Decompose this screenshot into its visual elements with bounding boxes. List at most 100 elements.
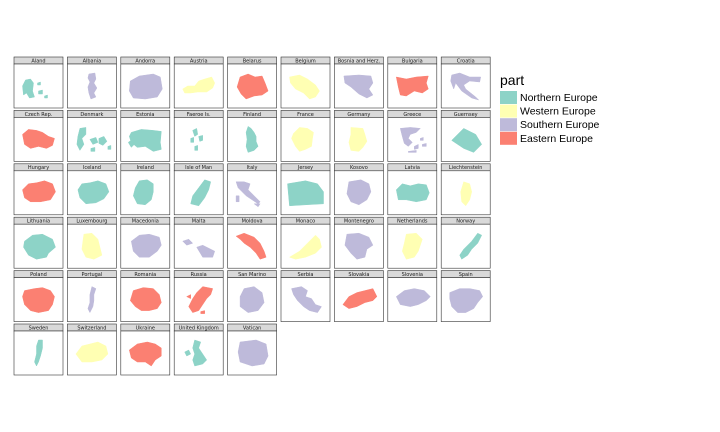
country-shape <box>130 287 162 311</box>
country-polygon <box>236 73 269 100</box>
country-shape <box>291 286 322 313</box>
country-polygon <box>107 145 112 150</box>
facet-label: Norway <box>456 219 475 225</box>
facet-panel: Iceland <box>67 163 117 216</box>
country-polygon <box>77 180 110 205</box>
legend-label: Western Europe <box>520 106 596 118</box>
facet-panel: Romania <box>120 270 171 322</box>
facet-label: United Kingdom <box>179 325 219 331</box>
facet-label: Guernsey <box>454 112 478 118</box>
facet-plot-area <box>387 223 438 269</box>
facet-label: Russia <box>191 272 207 278</box>
facet-panel: Isle of Man <box>173 163 224 216</box>
country-shape <box>396 75 429 97</box>
facet-panel: France <box>280 110 331 162</box>
facet-panel: Hungary <box>13 163 64 216</box>
facet-label: Ireland <box>137 165 154 171</box>
legend-swatch <box>500 91 517 104</box>
country-shape <box>87 286 97 313</box>
country-shape <box>131 233 162 258</box>
country-shape <box>34 339 43 367</box>
country-polygon <box>235 232 267 260</box>
facet-panel: Portugal <box>67 270 117 322</box>
country-shape <box>451 128 482 153</box>
facet-label: Sweden <box>29 325 49 331</box>
facet-panel: Belgium <box>280 56 331 109</box>
country-polygon <box>89 137 99 145</box>
facet-plot-area <box>173 223 224 269</box>
country-polygon <box>75 341 109 363</box>
country-shape <box>287 180 324 207</box>
facet-label: Macedonia <box>132 219 159 225</box>
country-polygon <box>200 310 205 314</box>
country-shape <box>346 179 372 206</box>
country-polygon <box>196 244 215 258</box>
facet-label: Albania <box>83 58 102 64</box>
facet-panel: Moldova <box>227 216 277 269</box>
country-polygon <box>44 94 48 99</box>
country-shape <box>400 127 427 153</box>
facet-label: Poland <box>30 272 47 278</box>
country-polygon <box>81 232 103 260</box>
facet-panel: Croatia <box>440 56 491 109</box>
facet-label: Iceland <box>83 165 101 171</box>
facet-panel: Finland <box>227 110 277 162</box>
country-polygon <box>291 127 314 152</box>
country-polygon <box>184 349 191 357</box>
legend-label: Southern Europe <box>520 119 600 131</box>
facet-label: Vatican <box>243 325 261 331</box>
facet-plot-area <box>173 117 224 162</box>
country-polygon <box>22 287 55 313</box>
country-shape <box>22 129 55 149</box>
facet-panel: Albania <box>67 56 117 109</box>
facet-panel: Poland <box>13 270 64 322</box>
country-polygon <box>192 128 198 137</box>
facet-label: Estonia <box>136 112 154 118</box>
country-polygon <box>289 74 320 100</box>
country-polygon <box>182 238 193 246</box>
country-shape <box>236 73 269 100</box>
facet-panel: Malta <box>173 216 224 269</box>
facet-label: Spain <box>459 272 473 278</box>
legend: part Northern Europe Western EuropeSouthe… <box>500 72 600 145</box>
facet-label: Hungary <box>28 165 49 171</box>
facet-label: Finland <box>243 112 261 118</box>
facet-panel: Latvia <box>387 163 438 216</box>
country-polygon <box>343 74 374 99</box>
country-shape <box>449 288 483 313</box>
country-shape <box>289 74 320 100</box>
facet-panel: Monaco <box>280 216 331 269</box>
country-shape <box>22 287 55 313</box>
facet-label: Portugal <box>82 272 103 278</box>
facet-plot-area <box>334 117 384 162</box>
facet-panel: Switzerland <box>67 323 117 376</box>
country-shape <box>396 183 430 203</box>
country-polygon <box>129 73 163 100</box>
country-shape <box>239 286 265 313</box>
facet-panel: Ireland <box>120 163 171 216</box>
country-shape <box>182 76 215 94</box>
facet-panel: Czech Rep. <box>13 110 64 162</box>
country-polygon <box>414 144 419 150</box>
country-polygon <box>38 89 43 95</box>
facet-label: Faeroe Is. <box>187 112 211 118</box>
facet-panel: Norway <box>440 216 491 269</box>
country-shape <box>77 180 110 205</box>
country-shape <box>75 341 109 363</box>
country-polygon <box>87 72 98 100</box>
country-polygon <box>237 339 269 367</box>
facet-panel: Russia <box>173 270 224 322</box>
country-polygon <box>400 127 421 147</box>
country-polygon <box>133 179 154 206</box>
country-polygon <box>422 143 427 147</box>
country-polygon <box>22 129 55 149</box>
facet-plot-area <box>227 330 277 376</box>
country-polygon <box>289 234 322 260</box>
facet-label: Netherlands <box>397 219 428 225</box>
country-polygon <box>239 286 265 313</box>
country-shape <box>22 78 48 99</box>
country-polygon <box>408 150 417 153</box>
facet-panel: Guernsey <box>440 110 491 162</box>
country-polygon <box>190 137 194 143</box>
